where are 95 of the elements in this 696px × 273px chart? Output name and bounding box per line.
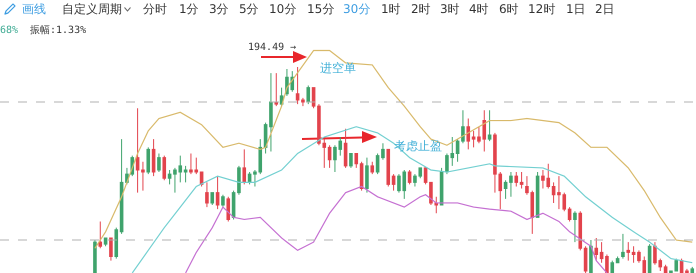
text: 15分 bbox=[307, 1, 334, 17]
candlestick bbox=[328, 144, 332, 168]
candlestick bbox=[514, 172, 518, 187]
candlestick bbox=[578, 210, 582, 251]
candlestick bbox=[392, 174, 396, 192]
candlestick bbox=[493, 132, 497, 194]
candlestick bbox=[344, 128, 348, 168]
candlestick bbox=[568, 206, 572, 222]
candlestick bbox=[93, 240, 97, 273]
candlestick bbox=[370, 161, 374, 175]
text: 68% bbox=[0, 25, 18, 37]
text: 3分 bbox=[209, 1, 229, 17]
text: 1分 bbox=[179, 1, 199, 17]
candlestick bbox=[488, 110, 492, 142]
candlestick bbox=[397, 174, 401, 194]
text: 2时 bbox=[411, 1, 431, 17]
candlestick bbox=[354, 153, 358, 168]
candlestick bbox=[664, 264, 668, 273]
candlestick bbox=[402, 169, 406, 200]
text: 6时 bbox=[499, 1, 519, 17]
candlestick bbox=[450, 136, 454, 166]
text: 2日 bbox=[595, 1, 615, 17]
candlestick bbox=[322, 138, 326, 168]
candlestick bbox=[546, 163, 550, 190]
annotation: 进空单 bbox=[320, 61, 356, 75]
candlestick bbox=[584, 246, 588, 273]
text: 30分 bbox=[343, 1, 370, 17]
text: 1时 bbox=[381, 1, 401, 17]
candlestick bbox=[642, 256, 646, 273]
candlestick bbox=[333, 144, 337, 173]
candlestick bbox=[445, 153, 449, 175]
candlestick bbox=[162, 155, 166, 181]
text: 1日 bbox=[566, 1, 586, 17]
text: 3时 bbox=[440, 1, 460, 17]
candlestick bbox=[653, 242, 657, 266]
candlestick bbox=[621, 233, 625, 260]
candlestick bbox=[408, 169, 412, 185]
candlestick bbox=[530, 190, 534, 234]
candlestick bbox=[594, 237, 598, 262]
candlestick bbox=[418, 167, 422, 179]
candlestick bbox=[152, 138, 156, 177]
candlestick bbox=[466, 118, 470, 150]
candlestick bbox=[194, 157, 198, 175]
candlestick bbox=[690, 266, 694, 273]
candlestick bbox=[413, 174, 417, 187]
candlestick bbox=[589, 240, 593, 273]
candlestick bbox=[306, 85, 310, 105]
candlestick bbox=[616, 256, 620, 264]
candlestick bbox=[541, 169, 545, 190]
candlestick bbox=[520, 172, 524, 190]
text: 4时 bbox=[469, 1, 489, 17]
candlestick bbox=[674, 258, 678, 272]
candlestick bbox=[658, 258, 662, 272]
candlestick bbox=[189, 153, 193, 175]
candlestick bbox=[525, 176, 529, 196]
text: 12时 bbox=[528, 1, 556, 17]
text: 10分 bbox=[269, 1, 296, 17]
candlestick bbox=[184, 165, 188, 183]
candlestick bbox=[242, 148, 246, 185]
candlestick bbox=[258, 138, 262, 175]
candlestick bbox=[482, 110, 486, 152]
candlestick bbox=[274, 72, 278, 107]
candlestick bbox=[610, 260, 614, 273]
text: 画线 bbox=[22, 1, 46, 17]
candlestick bbox=[434, 196, 438, 214]
candlestick bbox=[338, 136, 342, 156]
candlestick bbox=[573, 210, 577, 243]
candlestick bbox=[669, 270, 673, 273]
text: 分时 bbox=[143, 1, 167, 17]
candlestick bbox=[178, 155, 182, 183]
candlestick bbox=[360, 161, 364, 192]
candlestick bbox=[648, 244, 652, 273]
candlestick bbox=[440, 167, 444, 206]
candlestick bbox=[349, 153, 353, 168]
text: 5分 bbox=[239, 1, 259, 17]
candlestick bbox=[104, 237, 108, 247]
text: 振幅:1.33% bbox=[30, 25, 86, 37]
candlestick bbox=[498, 172, 502, 210]
candlestick bbox=[626, 242, 630, 262]
candlestick bbox=[157, 153, 161, 173]
candlestick bbox=[536, 172, 540, 218]
candlestick bbox=[114, 227, 118, 260]
candlestick bbox=[221, 194, 225, 208]
candlestick bbox=[562, 192, 566, 212]
text: 自定义周期 bbox=[62, 1, 122, 17]
candlestick bbox=[365, 157, 369, 194]
candlestick bbox=[98, 221, 102, 249]
candlestick bbox=[210, 192, 214, 206]
candlestick bbox=[146, 146, 150, 175]
candlestick bbox=[216, 176, 220, 210]
text: 194.49 → bbox=[248, 42, 296, 53]
candlestick bbox=[226, 196, 230, 222]
candlestick bbox=[386, 148, 390, 187]
candlestick bbox=[109, 237, 113, 262]
candlestick bbox=[205, 182, 209, 208]
